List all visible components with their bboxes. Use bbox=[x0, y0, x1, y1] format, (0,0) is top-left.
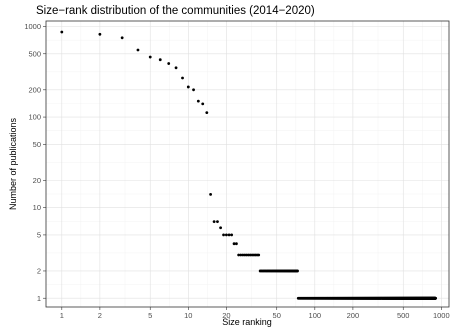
x-tick-label: 20 bbox=[222, 311, 230, 320]
data-point bbox=[148, 55, 152, 59]
data-point bbox=[296, 269, 299, 273]
x-tick-label: 50 bbox=[273, 311, 281, 320]
data-point bbox=[201, 102, 205, 106]
data-point bbox=[98, 32, 102, 36]
y-tick-label: 1 bbox=[37, 294, 41, 303]
x-axis-ticks: 1 2 5 10 20 50 100 200 500 1000 bbox=[60, 307, 450, 320]
y-tick-label: 1000 bbox=[24, 22, 41, 31]
y-tick-label: 50 bbox=[33, 140, 41, 149]
data-point bbox=[257, 253, 261, 257]
data-point bbox=[434, 296, 437, 300]
data-point bbox=[227, 233, 231, 237]
data-point bbox=[237, 253, 241, 257]
data-point bbox=[224, 233, 228, 237]
data-point bbox=[222, 233, 225, 237]
x-tick-label: 500 bbox=[397, 311, 410, 320]
data-point bbox=[216, 220, 219, 224]
data-point bbox=[186, 85, 190, 89]
data-point bbox=[239, 253, 243, 257]
y-tick-label: 2 bbox=[37, 267, 41, 276]
x-tick-label: 1000 bbox=[433, 311, 450, 320]
x-tick-label: 2 bbox=[98, 311, 102, 320]
plot-panel bbox=[45, 20, 450, 308]
x-tick-label: 10 bbox=[184, 311, 192, 320]
data-point bbox=[205, 111, 209, 115]
major-grid bbox=[46, 21, 449, 307]
data-point bbox=[60, 30, 64, 34]
data-point bbox=[196, 99, 200, 103]
data-point bbox=[209, 193, 212, 196]
y-axis-title: Number of publications bbox=[8, 117, 18, 210]
x-tick-label: 1 bbox=[60, 311, 64, 320]
data-point bbox=[136, 48, 140, 52]
x-tick-label: 100 bbox=[309, 311, 322, 320]
data-point bbox=[232, 242, 236, 246]
data-points bbox=[60, 30, 437, 300]
y-tick-label: 500 bbox=[28, 49, 41, 58]
y-tick-label: 5 bbox=[37, 231, 41, 240]
data-point bbox=[167, 62, 171, 65]
data-point bbox=[120, 36, 124, 40]
y-tick-label: 100 bbox=[28, 113, 41, 122]
x-tick-label: 5 bbox=[148, 311, 152, 320]
data-point bbox=[192, 88, 195, 92]
data-point bbox=[230, 233, 234, 237]
data-point bbox=[181, 76, 184, 80]
x-tick-label: 200 bbox=[347, 311, 360, 320]
data-point bbox=[235, 242, 238, 246]
data-point bbox=[243, 253, 247, 257]
minor-grid bbox=[46, 21, 449, 307]
x-axis-title: Size ranking bbox=[222, 317, 272, 327]
data-point bbox=[241, 253, 245, 257]
y-tick-label: 10 bbox=[33, 203, 41, 212]
y-axis-ticks: 1 2 5 10 20 50 100 200 500 1000 bbox=[24, 22, 46, 303]
data-point bbox=[219, 226, 223, 230]
y-tick-label: 20 bbox=[33, 176, 41, 185]
y-tick-label: 200 bbox=[28, 85, 41, 94]
data-point bbox=[174, 66, 178, 70]
data-point bbox=[212, 220, 216, 224]
data-point bbox=[158, 58, 162, 62]
chart-title: Size−rank distribution of the communitie… bbox=[36, 5, 315, 17]
